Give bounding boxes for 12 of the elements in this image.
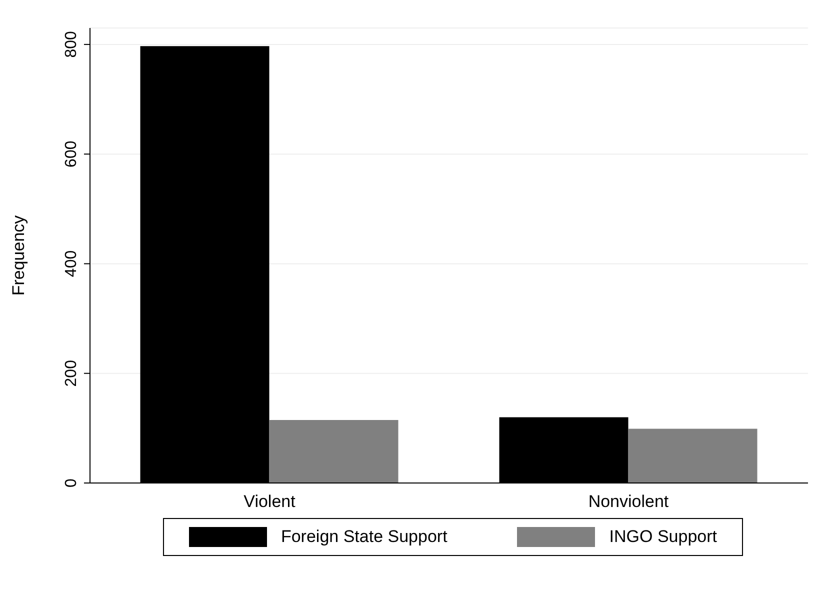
y-tick-label: 0: [63, 478, 80, 488]
y-axis-title: Frequency: [9, 214, 28, 296]
y-tick-label: 400: [63, 250, 80, 278]
y-tick-label: 200: [63, 360, 80, 387]
bar: [628, 428, 758, 483]
x-tick-label: Nonviolent: [588, 492, 669, 512]
legend-label: Foreign State Support: [280, 527, 448, 547]
y-tick-label: 600: [63, 140, 80, 168]
bar: [269, 420, 398, 483]
legend-label: INGO Support: [609, 527, 718, 547]
x-tick-label: Violent: [244, 492, 296, 512]
y-tick-label: 800: [63, 31, 80, 58]
